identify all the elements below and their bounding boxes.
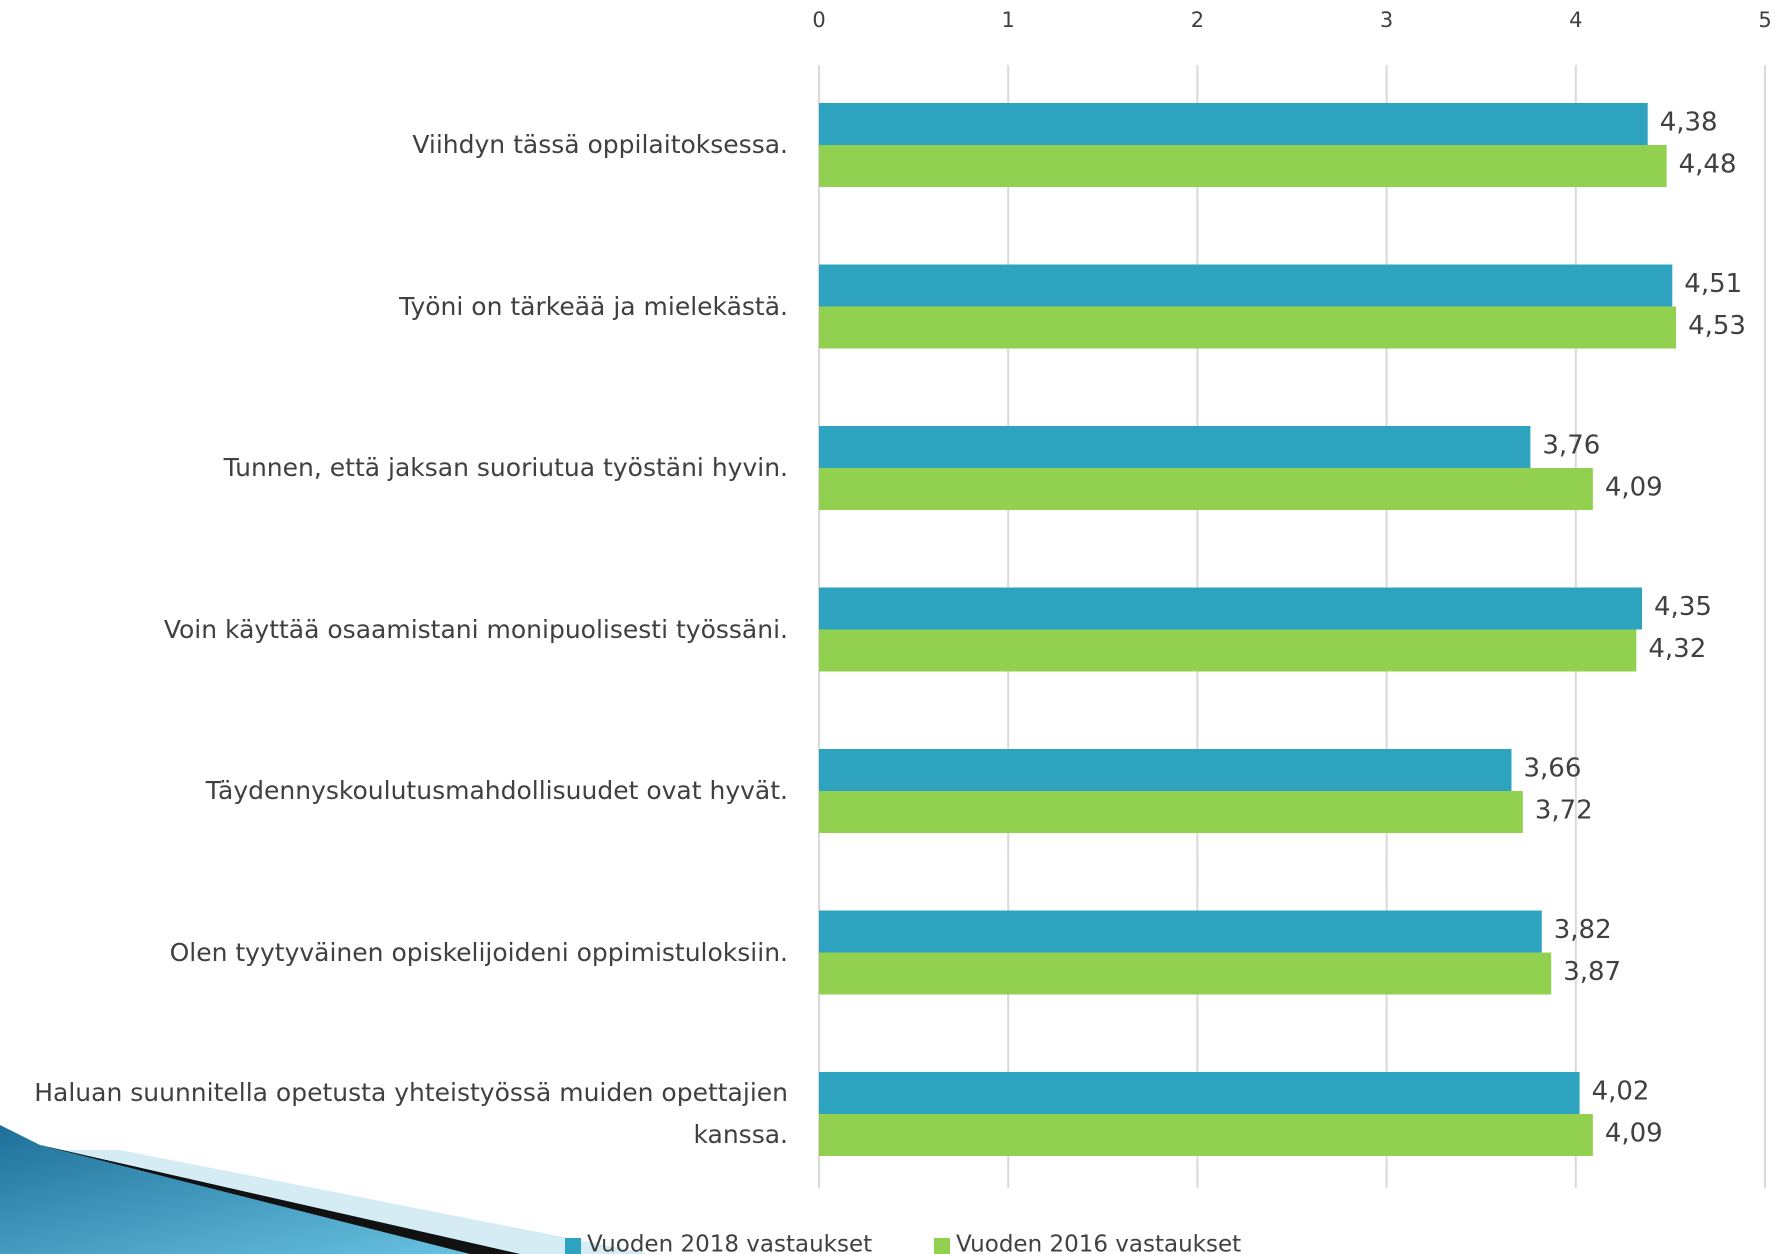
- legend-swatch: [565, 1238, 581, 1254]
- bar: [819, 629, 1637, 672]
- value-label: 4,09: [1605, 473, 1663, 503]
- category-label: Täydennyskoulutusmahdollisuudet ovat hyv…: [205, 776, 788, 805]
- value-label: 3,82: [1554, 915, 1612, 945]
- category-label: Olen tyytyväinen opiskelijoideni oppimis…: [169, 937, 788, 967]
- category-label: Voin käyttää osaamistani monipuolisesti …: [163, 614, 788, 644]
- value-label: 4,35: [1654, 592, 1712, 622]
- bar: [819, 468, 1593, 510]
- x-tick-label: 1: [1002, 8, 1015, 32]
- bar: [819, 1072, 1580, 1114]
- bar: [819, 749, 1512, 791]
- category-label: Työni on tärkeää ja mielekästä.: [399, 291, 788, 321]
- decoration: [40, 1145, 520, 1254]
- bar: [819, 145, 1667, 187]
- bar: [819, 264, 1673, 307]
- value-label: 4,53: [1688, 311, 1746, 341]
- value-label: 4,32: [1648, 634, 1706, 664]
- category-label: Viihdyn tässä oppilaitoksessa.: [412, 130, 788, 159]
- value-label: 4,38: [1660, 108, 1718, 138]
- x-tick-label: 4: [1569, 8, 1582, 32]
- x-tick-label: 3: [1380, 8, 1393, 32]
- x-tick-label: 0: [812, 8, 825, 32]
- value-label: 3,87: [1563, 957, 1621, 987]
- value-label: 3,66: [1523, 754, 1581, 784]
- value-label: 4,51: [1684, 269, 1742, 299]
- value-label: 3,76: [1542, 431, 1600, 461]
- bar: [819, 910, 1542, 953]
- category-label: Tunnen, että jaksan suoriutua työstäni h…: [223, 453, 788, 482]
- legend-label: Vuoden 2016 vastaukset: [956, 1232, 1241, 1254]
- category-label: Haluan suunnitella opetusta yhteistyössä…: [34, 1078, 788, 1149]
- legend-swatch: [934, 1238, 950, 1254]
- value-label: 4,02: [1592, 1077, 1650, 1107]
- bar: [819, 791, 1523, 833]
- bar: [819, 952, 1552, 995]
- value-label: 3,72: [1535, 796, 1593, 826]
- bar: [819, 426, 1531, 468]
- x-tick-label: 5: [1758, 8, 1771, 32]
- bar: [819, 306, 1677, 349]
- bar: [819, 587, 1643, 630]
- value-label: 4,09: [1605, 1119, 1663, 1149]
- bar: [819, 103, 1648, 145]
- x-tick-label: 2: [1191, 8, 1204, 32]
- legend-label: Vuoden 2018 vastaukset: [587, 1232, 872, 1254]
- value-label: 4,48: [1679, 150, 1737, 180]
- decoration: [0, 1125, 520, 1254]
- bar: [819, 1114, 1593, 1156]
